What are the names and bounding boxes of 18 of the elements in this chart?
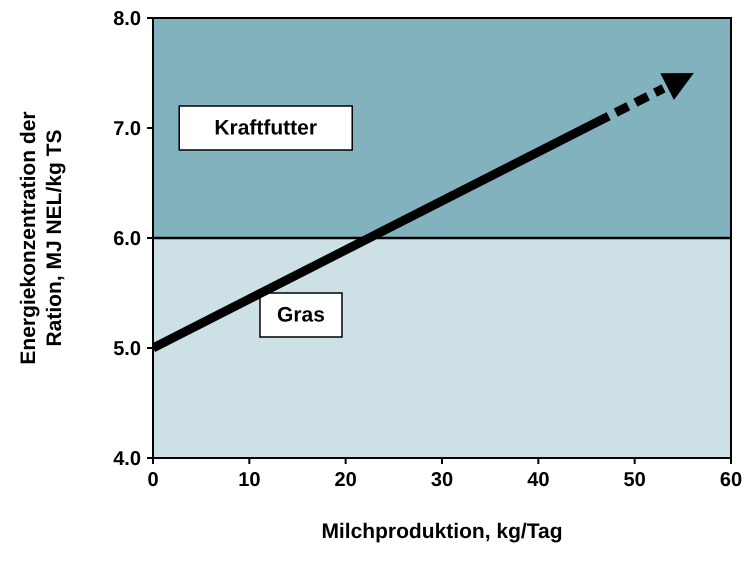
x-axis-title: Milchproduktion, kg/Tag	[321, 520, 563, 543]
x-tick-label: 20	[334, 469, 357, 492]
y-tick-label: 6.0	[113, 228, 141, 250]
x-tick-label: 10	[238, 469, 260, 492]
y-tick-label: 5.0	[113, 338, 141, 360]
y-tick-label: 7.0	[113, 118, 141, 140]
label-box: Gras	[259, 292, 343, 338]
x-tick-label: 30	[430, 469, 454, 492]
band-label: Gras	[277, 304, 325, 326]
label-box: Kraftfutter	[178, 105, 353, 151]
x-tick-label: 60	[720, 469, 742, 492]
x-tick-label: 50	[624, 469, 646, 492]
y-tick-label: 4.0	[113, 448, 141, 470]
y-tick-label: 8.0	[113, 8, 141, 30]
x-tick-label: 40	[527, 469, 550, 492]
band-label: Kraftfutter	[214, 116, 318, 140]
y-axis-title: Energiekonzentration der Ration, MJ NEL/kg TS	[17, 111, 66, 365]
x-tick-label: 0	[147, 469, 159, 492]
